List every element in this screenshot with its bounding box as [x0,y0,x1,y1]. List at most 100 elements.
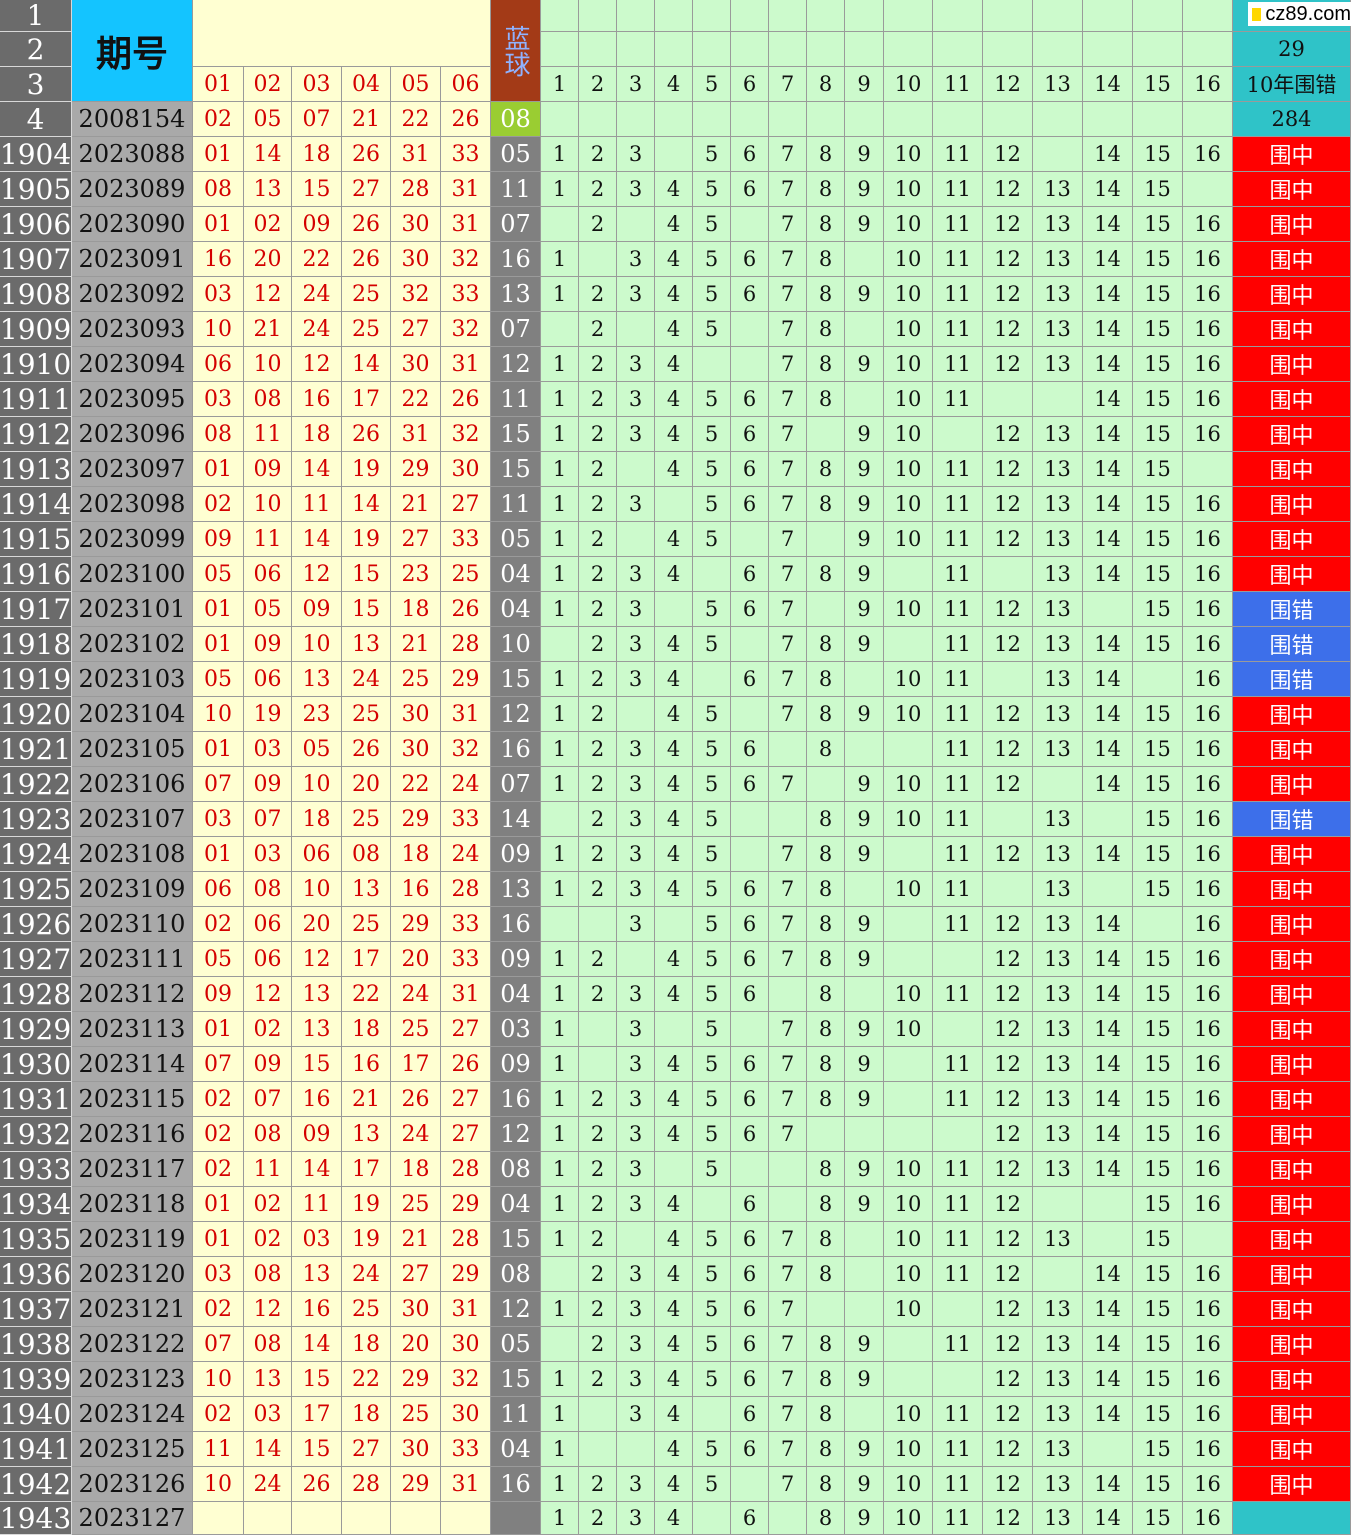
row-number: 1915 [0,522,72,557]
ref-num-blank [1183,102,1233,137]
red-ball: 22 [391,767,441,802]
candidate-number: 13 [1033,1362,1083,1397]
candidate-number: 7 [769,452,807,487]
candidate-number: 10 [884,242,933,277]
candidate-number [655,592,693,627]
candidate-number: 12 [983,592,1033,627]
candidate-number: 2 [579,1502,617,1535]
candidate-number: 11 [933,1327,983,1362]
candidate-number: 3 [617,347,655,382]
red-ball: 26 [342,417,391,452]
red-ball: 03 [244,837,292,872]
candidate-number: 5 [693,1047,731,1082]
candidate-number: 11 [933,207,983,242]
red-ball: 28 [391,172,441,207]
red-ball: 14 [292,1152,342,1187]
candidate-number [983,557,1033,592]
row-number: 1937 [0,1292,72,1327]
candidate-number: 1 [541,732,579,767]
candidate-number: 4 [655,662,693,697]
candidate-number: 15 [1133,417,1183,452]
candidate-number: 3 [617,837,655,872]
candidate-number: 10 [884,1467,933,1502]
red-ball: 13 [342,872,391,907]
candidate-number: 13 [1033,172,1083,207]
red-ball: 33 [441,907,491,942]
red-ball: 27 [342,172,391,207]
candidate-number: 2 [579,1082,617,1117]
red-ball: 01 [193,1012,244,1047]
red-ball: 31 [441,1467,491,1502]
candidate-number: 12 [983,1187,1033,1222]
candidate-number [579,242,617,277]
blue-ball: 10 [491,627,541,662]
red-ball: 24 [342,662,391,697]
row-number: 1943 [0,1502,72,1535]
candidate-number: 8 [807,837,845,872]
candidate-number [1033,1257,1083,1292]
candidate-number: 5 [693,872,731,907]
status-badge: 围中 [1233,1397,1351,1432]
blue-ball: 05 [491,137,541,172]
issue-number: 2023126 [72,1467,193,1502]
num-header-blank [769,0,807,32]
candidate-number: 7 [769,242,807,277]
candidate-number [693,347,731,382]
red-col-header: 02 [244,67,292,102]
candidate-number [1083,592,1133,627]
candidate-number: 5 [693,802,731,837]
candidate-number [541,312,579,347]
status-badge: 围中 [1233,452,1351,487]
blue-ball: 15 [491,662,541,697]
candidate-number [731,837,769,872]
candidate-number: 12 [983,977,1033,1012]
status-badge: 围中 [1233,277,1351,312]
status-badge: 围中 [1233,242,1351,277]
red-ball: 10 [292,872,342,907]
status-badge: 围中 [1233,1362,1351,1397]
candidate-number: 13 [1033,592,1083,627]
red-ball: 12 [292,557,342,592]
candidate-number: 2 [579,1187,617,1222]
status-badge: 围错 [1233,662,1351,697]
candidate-number [731,1152,769,1187]
candidate-number [1183,172,1233,207]
red-ball: 30 [391,1292,441,1327]
num-col-header: 9 [845,67,884,102]
candidate-number [1033,1187,1083,1222]
candidate-number [731,522,769,557]
candidate-number: 7 [769,627,807,662]
candidate-number: 12 [983,1082,1033,1117]
num-header-blank [807,32,845,67]
red-ball: 08 [193,417,244,452]
blue-ball: 13 [491,872,541,907]
candidate-number: 2 [579,207,617,242]
candidate-number: 4 [655,767,693,802]
candidate-number: 1 [541,1292,579,1327]
candidate-number [693,557,731,592]
candidate-number: 2 [579,1327,617,1362]
candidate-number: 7 [769,1222,807,1257]
red-ball: 18 [391,592,441,627]
red-ball: 29 [391,907,441,942]
candidate-number: 15 [1133,977,1183,1012]
red-ball: 27 [441,487,491,522]
candidate-number: 3 [617,1292,655,1327]
red-ball: 21 [244,312,292,347]
num-header-blank [541,0,579,32]
candidate-number: 1 [541,1152,579,1187]
status-badge: 围中 [1233,557,1351,592]
candidate-number: 7 [769,207,807,242]
candidate-number: 12 [983,277,1033,312]
candidate-number [541,907,579,942]
red-ball: 13 [342,1117,391,1152]
candidate-number: 5 [693,1222,731,1257]
candidate-number: 14 [1083,767,1133,802]
candidate-number: 7 [769,662,807,697]
candidate-number: 2 [579,1257,617,1292]
ref-num-blank [731,102,769,137]
candidate-number: 14 [1083,487,1133,522]
num-header-blank [807,0,845,32]
candidate-number [884,1082,933,1117]
red-ball: 09 [292,1117,342,1152]
